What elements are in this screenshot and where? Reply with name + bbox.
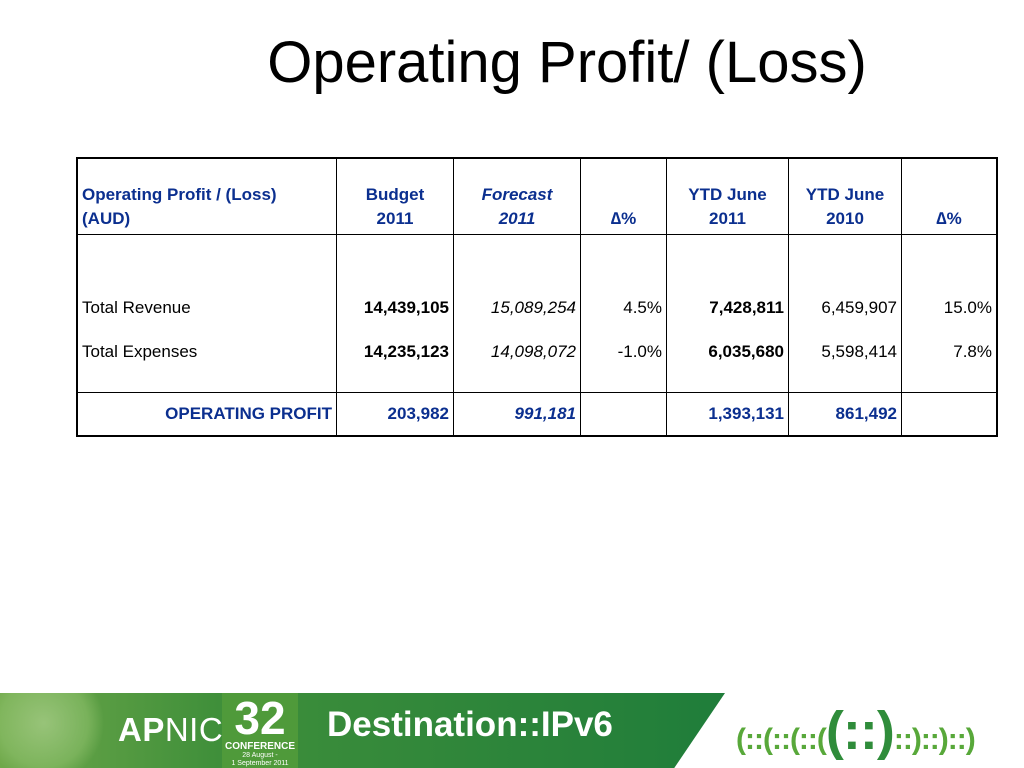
revenue-label: Total Revenue <box>82 297 191 317</box>
conference-number: 32 <box>234 693 286 744</box>
operating-profit-ytd-2010: 861,492 <box>788 392 902 437</box>
table-header-row: Operating Profit / (Loss) (AUD) Budget 2… <box>76 157 998 235</box>
header-ytd-2011: YTD June 2011 <box>666 157 789 235</box>
header-description: Operating Profit / (Loss) (AUD) <box>76 157 337 235</box>
ipv6-colon-logo: (::(::(::((::)::)::)::) <box>736 701 976 761</box>
expenses-delta-forecast: -1.0% <box>617 341 662 361</box>
expenses-label: Total Expenses <box>82 341 198 361</box>
expenses-delta-ytd: 7.8% <box>953 341 992 361</box>
revenue-ytd-2011: 7,428,811 <box>709 297 784 317</box>
destination-ipv6-text: Destination::IPv6 <box>327 705 613 744</box>
header-budget-line2: 2011 <box>376 208 414 228</box>
expenses-ytd-2010: 5,598,414 <box>821 341 897 361</box>
forecast-column: 15,089,254 14,098,072 <box>453 233 581 393</box>
table-body-row: Total Revenue Total Expenses 14,439,105 … <box>76 233 998 393</box>
expenses-ytd-2011: 6,035,680 <box>708 341 784 361</box>
operating-profit-table: Operating Profit / (Loss) (AUD) Budget 2… <box>76 157 998 437</box>
operating-profit-budget: 203,982 <box>336 392 454 437</box>
operating-profit-label: OPERATING PROFIT <box>76 392 337 437</box>
header-forecast: Forecast 2011 <box>453 157 581 235</box>
conference-dates-line1: 28 August - <box>242 752 278 759</box>
header-ytd-2011-line2: 2011 <box>709 208 746 228</box>
header-forecast-line2: 2011 <box>498 208 536 228</box>
revenue-ytd-2010: 6,459,907 <box>821 297 897 317</box>
header-delta-forecast: ∆% <box>580 157 667 235</box>
delta-ytd-column: 15.0% 7.8% <box>901 233 998 393</box>
apnic-logo: APNIC <box>118 711 223 749</box>
apnic-logo-ap: AP <box>118 711 165 748</box>
ytd-2010-column: 6,459,907 5,598,414 <box>788 233 902 393</box>
operating-profit-ytd-2011: 1,393,131 <box>666 392 789 437</box>
header-delta-ytd: ∆% <box>901 157 998 235</box>
expenses-forecast: 14,098,072 <box>490 341 576 361</box>
operating-profit-row: OPERATING PROFIT 203,982 991,181 1,393,1… <box>76 392 998 437</box>
conference-dates-line2: 1 September 2011 <box>231 760 289 767</box>
header-description-line1: Operating Profit / (Loss) <box>82 184 277 204</box>
mascot-graphic <box>0 693 110 768</box>
header-forecast-line1: Forecast <box>481 184 553 204</box>
label-column: Total Revenue Total Expenses <box>76 233 337 393</box>
revenue-forecast: 15,089,254 <box>490 297 576 317</box>
slide-title: Operating Profit/ (Loss) <box>267 30 867 95</box>
ytd-2011-column: 7,428,811 6,035,680 <box>666 233 789 393</box>
delta-forecast-column: 4.5% -1.0% <box>580 233 667 393</box>
conference-badge: 32 CONFERENCE 28 August - 1 September 20… <box>222 693 298 768</box>
operating-profit-delta-ytd <box>901 392 998 437</box>
footer-green-band <box>0 693 725 768</box>
header-ytd-2010-line2: 2010 <box>826 208 864 228</box>
apnic-logo-nic: NIC <box>164 711 224 748</box>
conference-footer-banner: APNIC 32 CONFERENCE 28 August - 1 Septem… <box>0 693 1024 768</box>
header-budget: Budget 2011 <box>336 157 454 235</box>
budget-column: 14,439,105 14,235,123 <box>336 233 454 393</box>
operating-profit-delta-forecast <box>580 392 667 437</box>
revenue-delta-ytd: 15.0% <box>943 297 992 317</box>
conference-word: CONFERENCE <box>224 741 295 752</box>
operating-profit-forecast: 991,181 <box>453 392 581 437</box>
header-ytd-2010-line1: YTD June <box>805 184 885 204</box>
expenses-budget: 14,235,123 <box>363 341 449 361</box>
revenue-delta-forecast: 4.5% <box>623 297 662 317</box>
header-description-line2: (AUD) <box>82 208 131 228</box>
header-budget-line1: Budget <box>365 184 425 204</box>
header-ytd-2011-line1: YTD June <box>688 184 767 204</box>
revenue-budget: 14,439,105 <box>363 297 449 317</box>
header-ytd-2010: YTD June 2010 <box>788 157 902 235</box>
